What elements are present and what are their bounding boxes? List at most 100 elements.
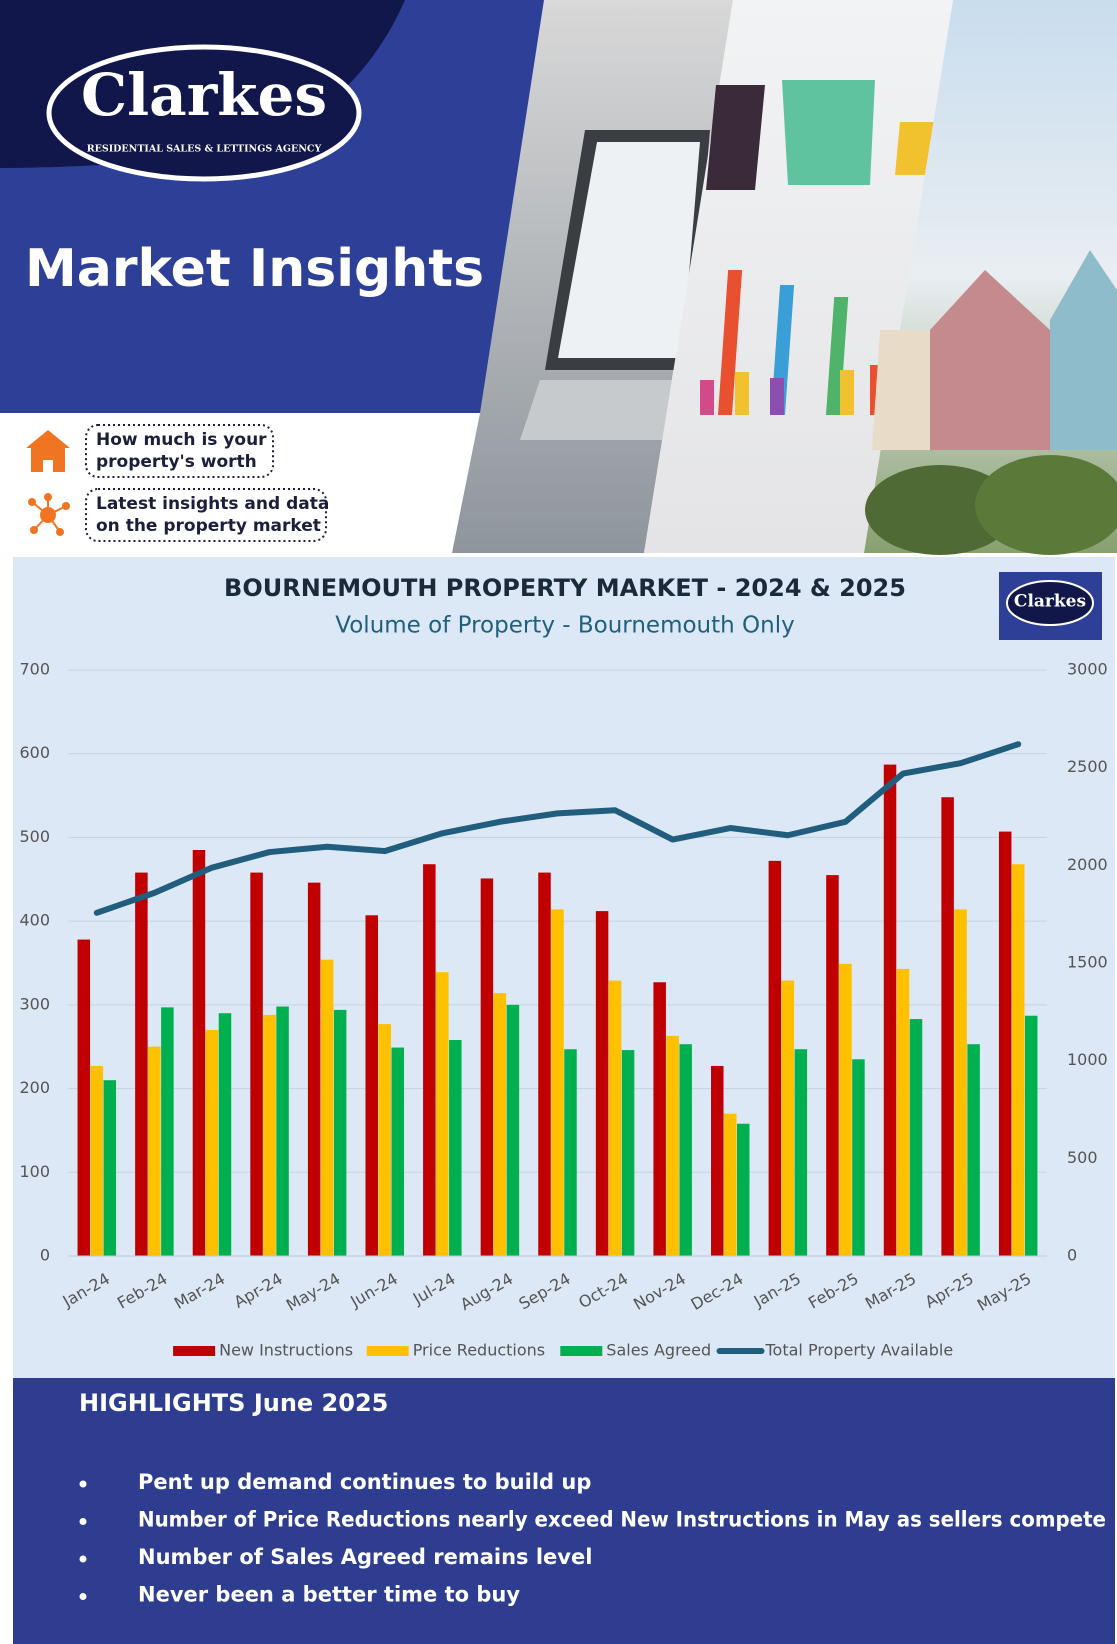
y2-tick-label: 0: [1067, 1246, 1077, 1265]
bar: [205, 1029, 219, 1256]
chart-logo-badge: [1006, 580, 1094, 626]
bar: [666, 1035, 679, 1256]
legend-marker: [173, 1346, 216, 1356]
photo-bar: [825, 297, 849, 415]
legend-label: Price Reductions: [413, 1341, 545, 1360]
y-tick-label: 700: [19, 660, 50, 679]
bar: [564, 1049, 577, 1256]
photo-bar: [735, 372, 749, 415]
network-icon: [28, 493, 70, 536]
bar: [1011, 864, 1025, 1256]
bar: [551, 909, 564, 1256]
house-icon: [26, 430, 70, 472]
highlights-list: Pent up demand continues to build up Numb…: [79, 1470, 1106, 1607]
bar: [954, 909, 967, 1256]
y-tick-label: 300: [19, 994, 50, 1013]
house: [1050, 250, 1117, 450]
bar: [378, 1024, 391, 1256]
logo-badge: [46, 44, 362, 182]
callout-box: [85, 488, 327, 542]
callout-box: [85, 424, 274, 478]
photo-bar: [840, 370, 854, 415]
bar: [595, 911, 609, 1256]
legend-marker: [366, 1346, 409, 1356]
bar: [250, 872, 263, 1256]
bar: [896, 968, 910, 1256]
bar: [276, 1006, 289, 1256]
bar: [1024, 1015, 1038, 1256]
bar: [436, 972, 449, 1256]
tree: [975, 455, 1117, 555]
bar: [77, 939, 91, 1256]
highlights-panel: [13, 1378, 1115, 1644]
laptop-display: [558, 142, 700, 358]
bar: [161, 1007, 174, 1256]
bar: [711, 1065, 724, 1256]
bar: [320, 959, 334, 1256]
y-tick-label: 500: [19, 827, 50, 846]
bar: [967, 1044, 980, 1256]
y-tick-label: 600: [19, 743, 50, 762]
bar: [737, 1123, 750, 1256]
laptop-base: [520, 380, 690, 440]
header-title: Market Insights: [25, 239, 484, 299]
bar: [909, 1019, 923, 1256]
bar: [826, 875, 839, 1256]
house: [872, 330, 930, 450]
y2-tick-label: 2500: [1067, 757, 1108, 776]
callout-text: property's worth: [96, 452, 257, 472]
bar: [365, 915, 378, 1256]
logo-name: Clarkes: [81, 61, 327, 129]
legend-marker: [560, 1346, 603, 1356]
bar: [480, 878, 494, 1256]
line: [93, 741, 1022, 916]
highlight-item: Number of Price Reductions nearly exceed…: [138, 1508, 1106, 1532]
bar: [621, 1050, 635, 1256]
bar: [941, 797, 954, 1256]
y2-tick-label: 500: [1067, 1148, 1098, 1167]
y2-tick-label: 1500: [1067, 953, 1108, 972]
chart-title: BOURNEMOUTH PROPERTY MARKET - 2024 & 202…: [224, 574, 906, 602]
photo-bar: [770, 378, 784, 415]
highlight-item: Number of Sales Agreed remains level: [138, 1545, 592, 1569]
legend-label: New Instructions: [219, 1341, 353, 1360]
bar: [794, 1049, 808, 1256]
bullet: [79, 1555, 87, 1563]
bar: [423, 864, 436, 1256]
bar: [90, 1065, 104, 1256]
photo-bar: [717, 270, 743, 415]
bar: [148, 1046, 161, 1256]
bar: [391, 1047, 404, 1256]
legend-label: Sales Agreed: [606, 1341, 711, 1360]
bar: [852, 1059, 865, 1256]
callout-text: How much is your: [96, 430, 267, 450]
highlight-item: Never been a better time to buy: [138, 1583, 520, 1607]
y-tick-label: 400: [19, 911, 50, 930]
y-tick-label: 100: [19, 1162, 50, 1181]
highlights-title: HIGHLIGHTS June 2025: [79, 1389, 388, 1417]
callout-text: Latest insights and data: [96, 494, 329, 514]
bar: [724, 1113, 737, 1256]
tree: [865, 465, 1015, 555]
y2-tick-label: 1000: [1067, 1050, 1108, 1069]
highlight-item: Pent up demand continues to build up: [138, 1470, 591, 1494]
house: [930, 270, 1050, 450]
bar: [839, 963, 852, 1256]
bar: [192, 849, 206, 1256]
y-tick-label: 0: [40, 1246, 50, 1265]
bar: [493, 993, 507, 1256]
photo-bar: [706, 85, 765, 190]
bullet: [79, 1480, 87, 1488]
bar: [883, 764, 897, 1256]
bar: [608, 980, 622, 1256]
chart-subtitle: Volume of Property - Bournemouth Only: [335, 613, 794, 639]
y-tick-label: 200: [19, 1078, 50, 1097]
bar: [218, 1013, 232, 1256]
bar: [506, 1004, 520, 1256]
photo-bar: [700, 380, 714, 415]
photo-bar: [895, 122, 935, 175]
y2-tick-label: 3000: [1067, 660, 1108, 679]
bar: [679, 1044, 692, 1256]
bullet: [79, 1518, 87, 1525]
